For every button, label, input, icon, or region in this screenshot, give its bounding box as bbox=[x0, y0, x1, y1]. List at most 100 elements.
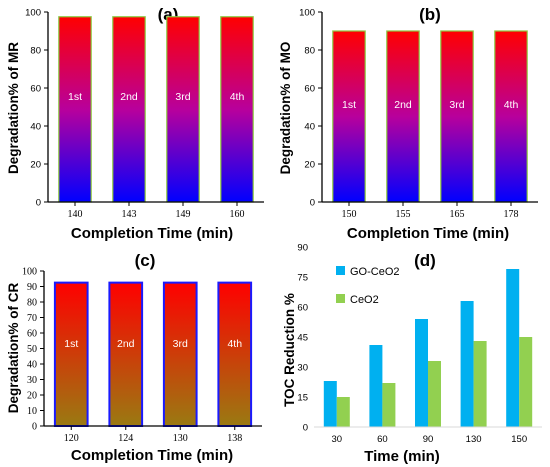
panel-b-x-tick-label: 165 bbox=[450, 209, 465, 220]
panel-b: (b) Degradation% of MO Completion Time (… bbox=[278, 5, 538, 242]
panel-b-x-tick-label: 150 bbox=[342, 209, 357, 220]
panel-a-x-tick-label: 149 bbox=[176, 209, 191, 220]
legend-swatch-ceo2 bbox=[336, 294, 345, 303]
panel-a-x-tick-label: 140 bbox=[68, 209, 83, 220]
panel-c-bar-label-1: 1st bbox=[64, 338, 78, 350]
panel-c-title: (c) bbox=[135, 251, 156, 270]
panel-a-y-axis-title: Degradation% of MR bbox=[6, 42, 21, 174]
panel-c-x-tick-label: 124 bbox=[118, 433, 133, 444]
panel-c-x-tick-label: 130 bbox=[173, 433, 188, 444]
panel-b-bar-label-1: 1st bbox=[342, 99, 356, 111]
panel-d-bar-go-ceo2-90 bbox=[415, 319, 428, 427]
panel-d-bar-ceo2-150 bbox=[519, 337, 533, 427]
panel-b-y-tick-label: 100 bbox=[299, 8, 315, 19]
panel-d-bar-go-ceo2-30 bbox=[323, 381, 337, 427]
panel-a: (a) Degradation% of MR Completion Time (… bbox=[6, 5, 264, 242]
panel-a-x-axis-title: Completion Time (min) bbox=[71, 225, 233, 242]
panel-c-y-tick-label: 80 bbox=[27, 298, 37, 309]
panel-d-x-tick-label: 150 bbox=[511, 434, 527, 445]
panel-b-bar-2 bbox=[386, 30, 420, 203]
panel-a-y-tick-label: 40 bbox=[30, 122, 41, 133]
panel-c-y-tick-label: 50 bbox=[27, 344, 37, 355]
panel-c-bar-1 bbox=[53, 281, 89, 427]
panel-c-bar-2 bbox=[108, 281, 144, 427]
panel-b-x-axis-title: Completion Time (min) bbox=[347, 225, 509, 242]
panel-c-y-tick-label: 100 bbox=[22, 267, 37, 278]
panel-d-y-tick-label: 60 bbox=[297, 303, 308, 314]
panel-a-bar-2 bbox=[112, 16, 146, 203]
panel-b-bar-1 bbox=[332, 30, 366, 203]
panel-b-bar-3 bbox=[440, 30, 474, 203]
panel-c-x-tick-label: 138 bbox=[227, 433, 242, 444]
panel-b-y-axis-title: Degradation% of MO bbox=[278, 42, 293, 175]
panel-c-y-tick-label: 70 bbox=[27, 313, 37, 324]
legend-label-ceo2: CeO2 bbox=[350, 294, 379, 306]
panel-d: (d) TOC Reduction % Time (min) GO-CeO2 C… bbox=[282, 243, 542, 465]
panel-d-bar-go-ceo2-130 bbox=[460, 301, 474, 427]
panel-b-x-tick-label: 155 bbox=[396, 209, 411, 220]
panel-d-bar-ceo2-60 bbox=[382, 383, 396, 427]
panel-a-bar-label-4: 4th bbox=[230, 91, 245, 103]
panel-d-y-axis-title: TOC Reduction % bbox=[282, 293, 297, 407]
panel-b-x-tick-label: 178 bbox=[504, 209, 519, 220]
panel-d-y-tick-label: 30 bbox=[297, 363, 308, 374]
panel-b-y-tick-label: 20 bbox=[304, 160, 315, 171]
panel-a-x-tick-label: 143 bbox=[122, 209, 137, 220]
panel-c-y-tick-label: 10 bbox=[27, 406, 37, 417]
panel-d-bar-go-ceo2-60 bbox=[369, 345, 383, 427]
panel-c-y-tick-label: 0 bbox=[32, 422, 37, 433]
panel-d-y-tick-label: 45 bbox=[297, 333, 308, 344]
panel-c-bar-label-3: 3rd bbox=[173, 338, 188, 350]
panel-a-bar-label-1: 1st bbox=[68, 91, 82, 103]
panel-a-bar-3 bbox=[166, 16, 200, 203]
legend-swatch-go-ceo2 bbox=[336, 266, 345, 275]
panel-c-y-tick-label: 40 bbox=[27, 360, 37, 371]
panel-a-x-tick-label: 160 bbox=[230, 209, 245, 220]
panel-b-bar-label-3: 3rd bbox=[449, 99, 464, 111]
panel-c-bar-label-2: 2nd bbox=[117, 338, 135, 350]
panel-b-y-tick-label: 60 bbox=[304, 84, 315, 95]
panel-d-legend: GO-CeO2 CeO2 bbox=[336, 266, 400, 306]
panel-d-bar-ceo2-90 bbox=[428, 361, 441, 427]
panel-b-bar-label-4: 4th bbox=[504, 99, 519, 111]
panel-a-y-tick-label: 60 bbox=[30, 84, 41, 95]
panel-d-x-tick-label: 30 bbox=[332, 434, 343, 445]
panel-b-y-tick-label: 80 bbox=[304, 46, 315, 57]
panel-c-bar-4 bbox=[217, 281, 253, 427]
panel-c-y-tick-label: 90 bbox=[27, 282, 37, 293]
panel-a-bar-4 bbox=[220, 16, 254, 203]
panel-c-y-tick-label: 20 bbox=[27, 391, 37, 402]
panel-c-x-tick-label: 120 bbox=[64, 433, 79, 444]
panel-a-bar-label-3: 3rd bbox=[175, 91, 190, 103]
panel-c: (c) Degradation% of CR Completion Time (… bbox=[6, 251, 262, 464]
panel-c-bar-3 bbox=[162, 281, 198, 427]
panel-d-bar-go-ceo2-150 bbox=[506, 269, 520, 427]
panel-d-y-tick-label: 0 bbox=[303, 423, 308, 434]
panel-c-y-tick-label: 30 bbox=[27, 375, 37, 386]
panel-d-x-tick-label: 60 bbox=[377, 434, 388, 445]
panel-d-bar-ceo2-130 bbox=[473, 341, 487, 427]
panel-b-y-tick-label: 0 bbox=[310, 198, 315, 209]
panel-a-y-tick-label: 20 bbox=[30, 160, 41, 171]
panel-c-bar-label-4: 4th bbox=[227, 338, 242, 350]
panel-b-title: (b) bbox=[419, 5, 441, 24]
panel-b-y-tick-label: 40 bbox=[304, 122, 315, 133]
panel-d-y-tick-label: 75 bbox=[297, 273, 308, 284]
panel-a-y-tick-label: 0 bbox=[36, 198, 41, 209]
panel-d-x-axis-title: Time (min) bbox=[364, 448, 440, 465]
panel-a-y-tick-label: 100 bbox=[25, 8, 41, 19]
panel-c-x-axis-title: Completion Time (min) bbox=[71, 447, 233, 464]
panel-c-y-axis-title: Degradation% of CR bbox=[6, 283, 21, 414]
legend-label-go-ceo2: GO-CeO2 bbox=[350, 266, 400, 278]
panel-c-y-tick-label: 60 bbox=[27, 329, 37, 340]
panel-d-y-tick-label: 90 bbox=[297, 243, 308, 254]
panel-a-bar-1 bbox=[58, 16, 92, 203]
panel-a-bar-label-2: 2nd bbox=[120, 91, 138, 103]
panel-d-x-tick-label: 130 bbox=[466, 434, 482, 445]
panel-d-bar-ceo2-30 bbox=[336, 397, 350, 427]
panel-b-bar-4 bbox=[494, 30, 528, 203]
panel-a-y-tick-label: 80 bbox=[30, 46, 41, 57]
panel-d-x-tick-label: 90 bbox=[423, 434, 434, 445]
panel-d-title: (d) bbox=[414, 251, 436, 270]
